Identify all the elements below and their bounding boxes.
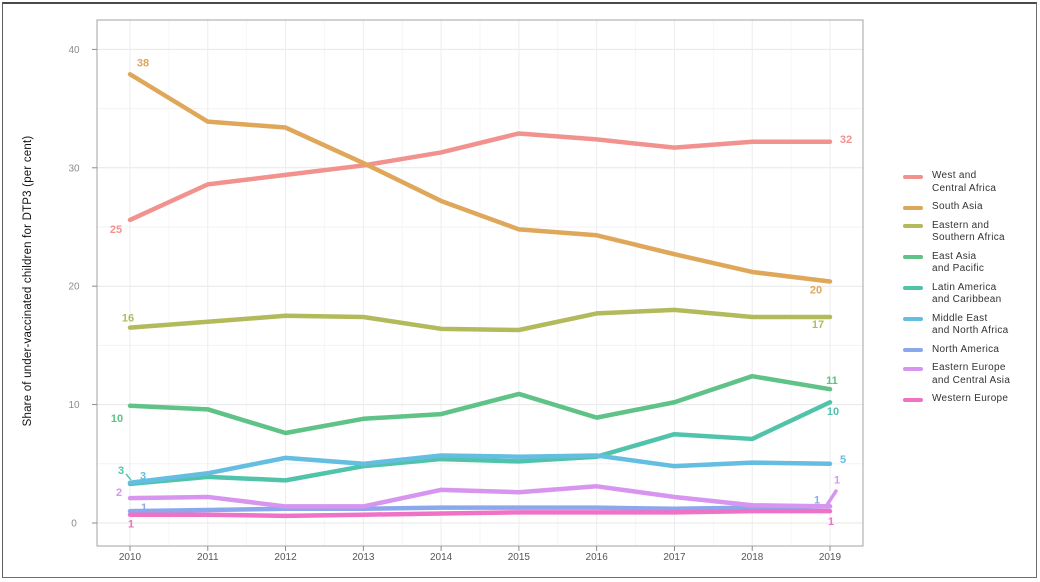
x-tick-label: 2016 — [586, 552, 609, 563]
legend-swatch — [903, 397, 923, 402]
series-end-spike-eastern-europe-and-central-asia — [824, 489, 838, 509]
legend-label: West and Central Africa — [932, 170, 997, 194]
legend-item-latin-america-and-caribbean: Latin America and Caribbean — [903, 282, 1033, 307]
legend-swatch — [903, 174, 923, 179]
end-value-label-latin-america-and-caribbean: 10 — [827, 406, 839, 418]
chart-legend: West and Central Africa South Asia Eastern … — [903, 170, 1033, 412]
legend-swatch — [903, 224, 923, 228]
y-tick-label: 40 — [68, 45, 80, 56]
y-tick-label: 0 — [71, 519, 77, 530]
legend-item-south-asia: South Asia — [903, 201, 1033, 214]
end-value-label-western-europe: 1 — [828, 516, 834, 528]
end-value-label-west-and-central-africa: 32 — [840, 134, 852, 146]
series-line-middle-east-and-north-africa — [127, 453, 833, 485]
legend-label: North America — [932, 343, 1000, 355]
series-line-east-asia-and-pacific — [127, 373, 833, 436]
end-value-label-eastern-europe-and-central-asia: 1 — [834, 474, 840, 486]
legend-item-eastern-europe-and-central-asia: Eastern Europe and Central Asia — [903, 362, 1033, 387]
legend-swatch — [903, 286, 923, 290]
legend-item-north-america: North America — [903, 344, 1033, 357]
legend-label: Middle East and North Africa — [932, 312, 1009, 337]
x-tick-label: 2013 — [352, 552, 375, 563]
legend-label: Eastern and Southern Africa — [932, 219, 1005, 244]
legend-swatch — [903, 366, 923, 371]
y-tick-label: 30 — [68, 163, 80, 174]
legend-item-east-asia-and-pacific: East Asia and Pacific — [903, 251, 1033, 276]
series-line-west-and-central-africa — [127, 131, 833, 223]
y-axis-title: Share of under-vaccinated children for D… — [22, 135, 34, 427]
legend-item-middle-east-and-north-africa: Middle East and North Africa — [903, 313, 1033, 338]
series-line-north-america — [127, 504, 833, 514]
legend-swatch — [903, 317, 923, 321]
x-tick-label: 2015 — [508, 552, 531, 563]
start-label-leader-latin-america-and-caribbean — [125, 473, 132, 481]
x-tick-label: 2017 — [663, 552, 686, 563]
y-tick-label: 20 — [68, 282, 80, 293]
series-line-eastern-europe-and-central-asia — [127, 484, 833, 509]
series-line-south-asia — [127, 72, 833, 284]
end-value-label-south-asia: 20 — [810, 284, 822, 296]
legend-item-eastern-and-southern-africa: Eastern and Southern Africa — [903, 220, 1033, 245]
x-tick-label: 2011 — [197, 552, 219, 563]
legend-swatch — [903, 348, 923, 352]
plot-panel-border — [96, 19, 864, 547]
start-value-label-west-and-central-africa: 25 — [110, 224, 122, 236]
legend-swatch — [903, 205, 923, 210]
legend-swatch — [903, 255, 923, 259]
series-line-eastern-and-southern-africa — [127, 307, 833, 333]
end-value-label-middle-east-and-north-africa: 5 — [840, 454, 846, 466]
y-tick-label: 10 — [68, 400, 80, 411]
legend-label: Latin America and Caribbean — [932, 281, 1002, 306]
legend-item-west-and-central-africa: West and Central Africa — [903, 170, 1033, 195]
legend-item-western-europe: Western Europe — [903, 393, 1033, 406]
end-value-label-eastern-and-southern-africa: 17 — [812, 319, 824, 331]
x-tick-label: 2018 — [741, 552, 764, 563]
start-value-label-eastern-and-southern-africa: 16 — [122, 313, 134, 325]
x-tick-label: 2014 — [430, 552, 453, 563]
start-value-label-eastern-europe-and-central-asia: 2 — [116, 487, 122, 499]
x-tick-label: 2010 — [119, 552, 142, 563]
end-value-label-north-america: 1 — [814, 494, 820, 506]
start-value-label-north-america: 1 — [141, 502, 147, 514]
start-value-label-south-asia: 38 — [137, 57, 149, 69]
start-value-label-latin-america-and-caribbean: 3 — [118, 465, 124, 477]
series-line-western-europe — [127, 508, 833, 519]
legend-label: Western Europe — [932, 393, 1009, 404]
legend-label: East Asia and Pacific — [932, 250, 985, 275]
legend-label: South Asia — [932, 201, 983, 212]
end-value-label-east-asia-and-pacific: 11 — [826, 375, 838, 387]
start-value-label-east-asia-and-pacific: 10 — [111, 413, 123, 425]
legend-label: Eastern Europe and Central Asia — [932, 362, 1011, 386]
start-value-label-middle-east-and-north-africa: 3 — [140, 471, 146, 483]
x-tick-label: 2019 — [819, 552, 842, 563]
series-line-latin-america-and-caribbean — [127, 399, 833, 487]
x-tick-label: 2012 — [274, 552, 297, 563]
start-value-label-western-europe: 1 — [128, 519, 134, 531]
